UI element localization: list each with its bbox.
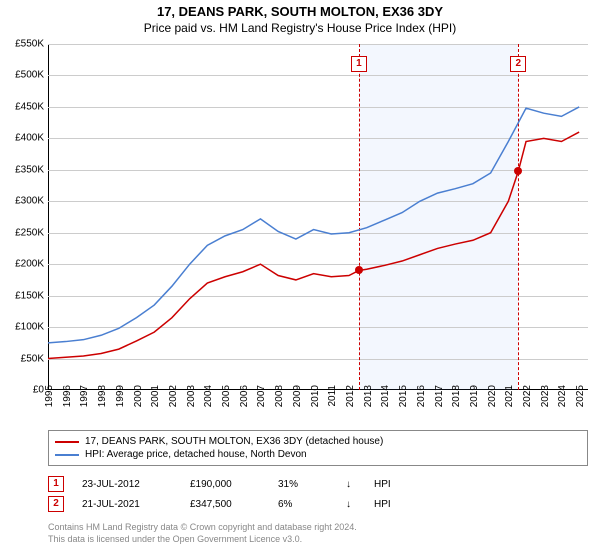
transaction-reference: HPI [374, 479, 391, 490]
y-tick-label: £250K [0, 227, 44, 238]
y-tick-label: £150K [0, 290, 44, 301]
transaction-pct: 6% [278, 499, 328, 510]
chart-title: 17, DEANS PARK, SOUTH MOLTON, EX36 3DY [0, 0, 600, 19]
y-tick-label: £300K [0, 196, 44, 207]
chart-container: 17, DEANS PARK, SOUTH MOLTON, EX36 3DY P… [0, 0, 600, 560]
legend: 17, DEANS PARK, SOUTH MOLTON, EX36 3DY (… [48, 430, 588, 466]
transaction-date: 21-JUL-2021 [82, 499, 172, 510]
y-tick-label: £350K [0, 164, 44, 175]
chart-subtitle: Price paid vs. HM Land Registry's House … [0, 19, 600, 39]
legend-item: HPI: Average price, detached house, Nort… [55, 448, 581, 461]
transaction-price: £190,000 [190, 479, 260, 490]
legend-label: 17, DEANS PARK, SOUTH MOLTON, EX36 3DY (… [85, 436, 383, 447]
transaction-marker: 2 [48, 496, 64, 512]
y-tick-label: £400K [0, 133, 44, 144]
footer-attribution: Contains HM Land Registry data © Crown c… [48, 522, 588, 545]
transaction-row: 1 23-JUL-2012 £190,000 31% ↓ HPI [48, 474, 588, 494]
series-svg [48, 44, 588, 390]
chart-plot-area: £0£50K£100K£150K£200K£250K£300K£350K£400… [48, 44, 588, 390]
series-line [48, 107, 579, 343]
legend-item: 17, DEANS PARK, SOUTH MOLTON, EX36 3DY (… [55, 435, 581, 448]
y-tick-label: £550K [0, 39, 44, 50]
footer-line: Contains HM Land Registry data © Crown c… [48, 522, 588, 534]
transaction-price: £347,500 [190, 499, 260, 510]
y-tick-label: £200K [0, 259, 44, 270]
legend-swatch [55, 441, 79, 443]
y-tick-label: £450K [0, 101, 44, 112]
footer-line: This data is licensed under the Open Gov… [48, 534, 588, 546]
y-tick-label: £50K [0, 353, 44, 364]
y-tick-label: £0 [0, 385, 44, 396]
y-tick-label: £100K [0, 322, 44, 333]
transaction-pct: 31% [278, 479, 328, 490]
transaction-reference: HPI [374, 499, 391, 510]
series-line [48, 132, 579, 358]
transaction-date: 23-JUL-2012 [82, 479, 172, 490]
legend-swatch [55, 454, 79, 456]
y-tick-label: £500K [0, 70, 44, 81]
down-arrow-icon: ↓ [346, 479, 356, 490]
legend-label: HPI: Average price, detached house, Nort… [85, 449, 307, 460]
transaction-marker: 1 [48, 476, 64, 492]
transaction-row: 2 21-JUL-2021 £347,500 6% ↓ HPI [48, 494, 588, 514]
transaction-table: 1 23-JUL-2012 £190,000 31% ↓ HPI 2 21-JUL-2021 £… [48, 474, 588, 514]
down-arrow-icon: ↓ [346, 499, 356, 510]
